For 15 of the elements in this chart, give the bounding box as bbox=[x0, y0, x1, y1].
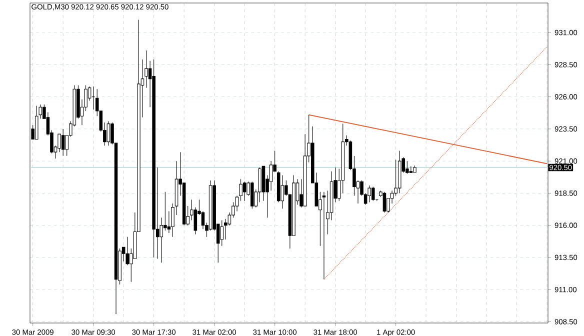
candlestick bbox=[239, 178, 242, 202]
candlestick bbox=[258, 167, 262, 202]
candlestick bbox=[242, 181, 246, 202]
candlestick bbox=[330, 171, 334, 220]
candlestick bbox=[269, 160, 273, 191]
candlestick bbox=[144, 50, 148, 88]
candlestick bbox=[224, 218, 228, 240]
candlestick bbox=[235, 195, 239, 212]
candlestick bbox=[201, 210, 205, 230]
candlestick bbox=[106, 120, 110, 146]
candlestick bbox=[382, 192, 386, 213]
candlestick bbox=[208, 180, 212, 231]
candlestick bbox=[322, 192, 326, 280]
candlestick bbox=[167, 210, 171, 234]
candlestick bbox=[171, 203, 174, 238]
